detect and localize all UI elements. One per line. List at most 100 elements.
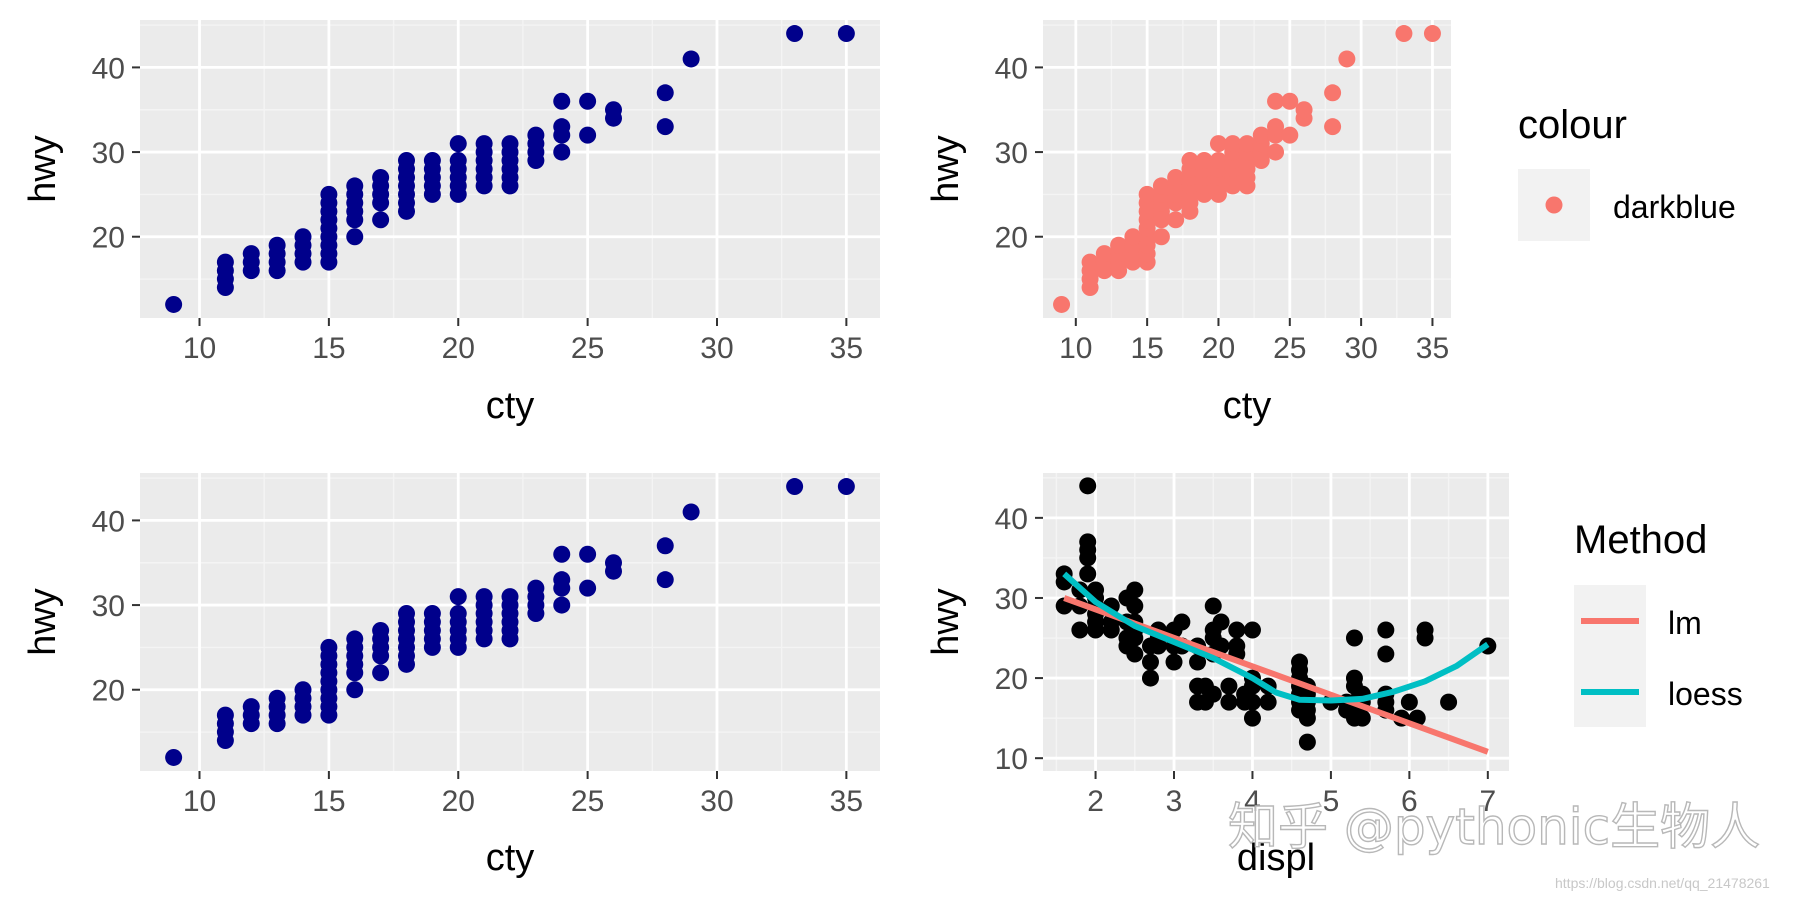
data-point: [1152, 228, 1170, 246]
legend-lm-label: lm: [1668, 605, 1702, 641]
x-axis-title: cty: [486, 837, 535, 879]
data-point: [1324, 84, 1342, 102]
y-tick-label: 40: [995, 52, 1028, 85]
data-point: [216, 253, 234, 271]
data-point: [268, 236, 286, 254]
x-tick-label: 2: [1087, 785, 1104, 818]
y-tick-label: 30: [995, 583, 1028, 616]
data-point: [1126, 581, 1144, 599]
data-point: [1267, 143, 1285, 161]
data-point: [1095, 245, 1113, 263]
data-point: [656, 118, 674, 136]
data-point: [1267, 118, 1285, 136]
x-axis-title: displ: [1237, 837, 1315, 879]
data-point: [1243, 709, 1261, 727]
x-tick-label: 35: [830, 332, 863, 365]
panel-p1: 10 15 20 25 30 35 20 30 40 cty hwy: [22, 20, 880, 427]
data-point: [1079, 533, 1097, 551]
y-tick-label: 30: [92, 137, 125, 170]
legend-colour-key-point: [1545, 196, 1563, 214]
data-point: [372, 664, 390, 682]
data-point: [372, 621, 390, 639]
data-point: [449, 152, 467, 170]
data-point: [1141, 669, 1159, 687]
data-point: [1138, 185, 1156, 203]
data-point: [1416, 621, 1434, 639]
data-point: [1228, 637, 1246, 655]
data-point: [1220, 677, 1238, 695]
data-point: [553, 571, 571, 589]
x-tick-label: 10: [183, 332, 216, 365]
data-point: [1228, 621, 1246, 639]
x-tick-label: 7: [1479, 785, 1496, 818]
data-point: [1152, 177, 1170, 195]
data-point: [604, 554, 622, 572]
data-point: [1345, 629, 1363, 647]
data-point: [1243, 693, 1261, 711]
data-point: [320, 638, 338, 656]
data-point: [1081, 253, 1099, 271]
data-point: [242, 245, 260, 263]
data-point: [1267, 92, 1285, 110]
data-point: [1079, 477, 1097, 495]
data-point: [475, 135, 493, 153]
data-point: [1281, 126, 1299, 144]
data-point: [1377, 621, 1395, 639]
data-point: [372, 168, 390, 186]
data-point: [656, 84, 674, 102]
y-axis-title: hwy: [925, 135, 967, 203]
y-tick-label: 40: [92, 505, 125, 538]
data-point: [1224, 135, 1242, 153]
data-point: [656, 571, 674, 589]
y-tick-label: 30: [995, 137, 1028, 170]
data-point: [1204, 597, 1222, 615]
y-axis-title: hwy: [22, 135, 64, 203]
data-point: [1252, 126, 1270, 144]
data-point: [165, 748, 183, 766]
data-point: [1377, 645, 1395, 663]
data-point: [1173, 613, 1191, 631]
data-point: [1181, 152, 1199, 170]
x-tick-label: 35: [830, 785, 863, 818]
data-point: [346, 228, 364, 246]
panel-p3: 10 15 20 25 30 35 20 30 40 cty hwy: [22, 473, 880, 879]
data-point: [268, 689, 286, 707]
y-tick-label: 20: [92, 675, 125, 708]
y-tick-label: 20: [995, 222, 1028, 255]
data-point: [1353, 709, 1371, 727]
y-tick-label: 40: [995, 503, 1028, 536]
data-point: [786, 25, 804, 43]
x-tick-label: 20: [442, 785, 475, 818]
data-point: [553, 596, 571, 614]
legend-colour-label: darkblue: [1613, 189, 1736, 225]
watermark: 知乎 @pythonic生物人 https://blog.csdn.net/qq…: [1227, 797, 1770, 891]
x-tick-label: 6: [1401, 785, 1418, 818]
data-point: [242, 698, 260, 716]
data-point: [1440, 693, 1458, 711]
x-tick-label: 20: [1202, 332, 1235, 365]
data-point: [527, 126, 545, 144]
fit-line-loess: [1062, 571, 1490, 704]
data-point: [449, 135, 467, 153]
data-point: [294, 228, 312, 246]
data-point: [1423, 25, 1441, 43]
data-point: [1281, 92, 1299, 110]
data-point: [1338, 50, 1356, 68]
watermark-text: 知乎 @pythonic生物人: [1228, 798, 1760, 856]
x-tick-label: 3: [1166, 785, 1183, 818]
data-point: [579, 92, 597, 110]
data-point: [449, 588, 467, 606]
data-point: [1167, 211, 1185, 229]
x-tick-label: 25: [571, 332, 604, 365]
data-point: [398, 605, 416, 623]
data-point: [1126, 645, 1144, 663]
data-point: [1141, 653, 1159, 671]
data-point: [656, 537, 674, 555]
data-point: [346, 177, 364, 195]
data-point: [1124, 228, 1142, 246]
data-point: [320, 185, 338, 203]
x-tick-label: 30: [700, 332, 733, 365]
data-point: [398, 152, 416, 170]
